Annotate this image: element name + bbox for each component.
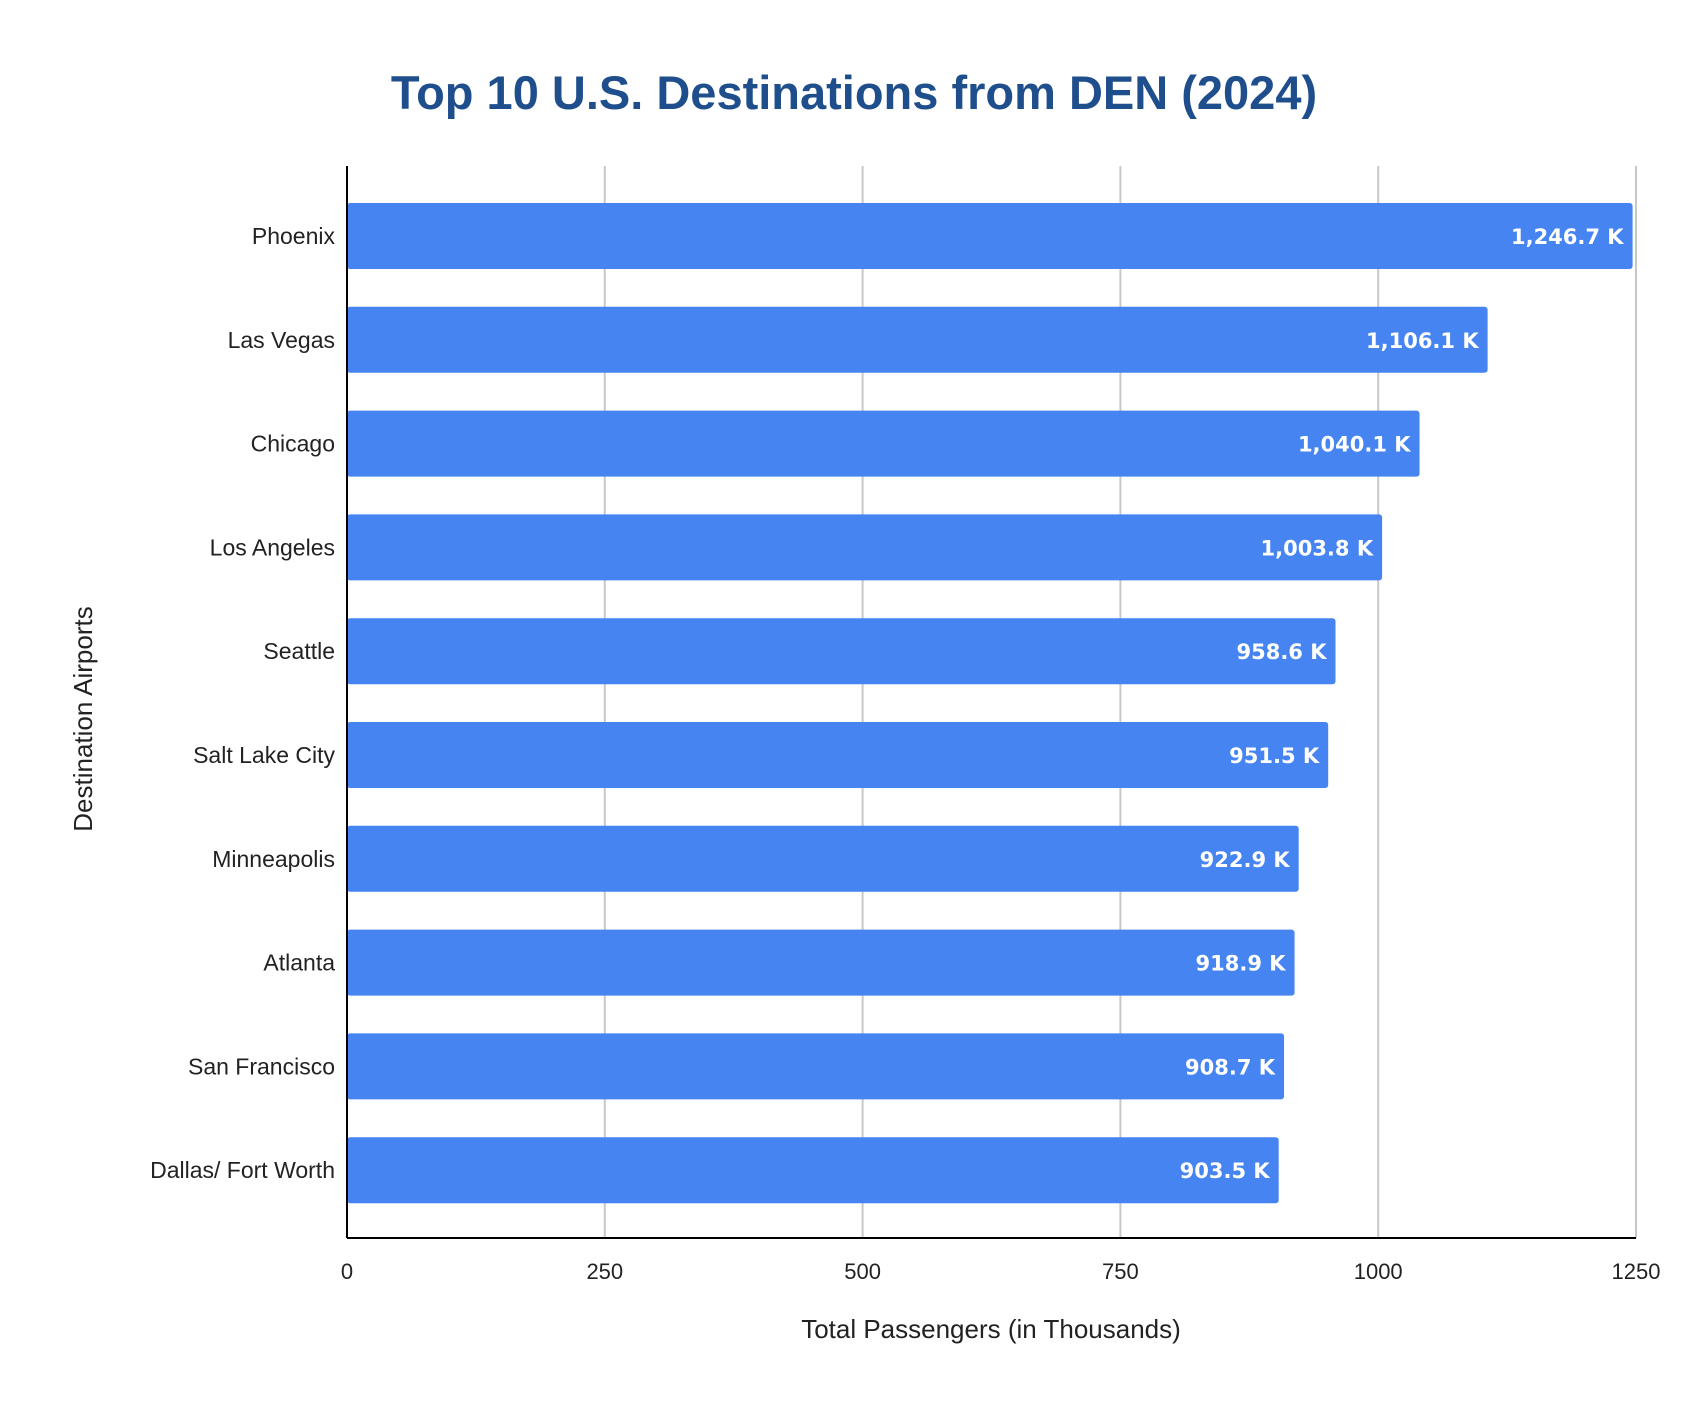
bar [347,1033,1285,1100]
x-tick-label: 1000 [1354,1259,1403,1284]
x-tick-label: 1250 [1612,1259,1661,1284]
x-tick-label: 250 [586,1259,623,1284]
bar-data-label: 908.7 K [1185,1055,1276,1079]
bar [347,618,1336,685]
category-label: Minneapolis [212,846,335,872]
category-label: Dallas/ Fort Worth [150,1157,335,1183]
category-label: Chicago [251,431,335,457]
bar-data-label: 1,040.1 K [1298,433,1411,457]
category-label: Los Angeles [210,534,335,560]
bar [347,1137,1279,1204]
x-tick-label: 0 [341,1259,353,1284]
x-tick-label: 750 [1102,1259,1139,1284]
axes [346,166,1636,1239]
category-label: San Francisco [188,1053,335,1079]
bars [347,203,1633,1204]
category-label: Salt Lake City [193,742,335,768]
bar-data-label: 958.6 K [1236,640,1327,664]
bar-data-label: 922.9 K [1200,848,1291,872]
bar-data-label: 1,106.1 K [1366,329,1479,353]
bar-data-label: 903.5 K [1180,1159,1271,1183]
category-label: Las Vegas [228,327,335,353]
bar-data-label: 951.5 K [1229,744,1320,768]
bar [347,514,1383,581]
bar-data-label: 1,003.8 K [1261,536,1374,560]
x-tick-label: 500 [844,1259,881,1284]
bar-data-label: 918.9 K [1196,952,1287,976]
category-label: Atlanta [263,950,335,976]
bar [347,410,1420,477]
bar [347,722,1329,788]
x-tick-labels: 0 250 500 750 1000 1250 [341,1259,1661,1284]
category-label: Phoenix [252,223,336,249]
bar-data-label: 1,246.7 K [1511,225,1624,249]
data-labels: 1,246.7 K 1,106.1 K 1,040.1 K 1,003.8 K 958.… [1180,225,1625,1183]
bar [347,203,1633,269]
category-label: Seattle [263,638,335,664]
bar [347,825,1299,892]
bar [347,929,1295,996]
y-axis-title: Destination Airports [68,606,98,831]
category-labels: Phoenix Las Vegas Chicago Los Angeles Seattl… [150,223,335,1183]
bar [347,306,1488,373]
chart-title: Top 10 U.S. Destinations from DEN (2024) [391,66,1317,119]
x-axis-title: Total Passengers (in Thousands) [801,1314,1181,1344]
